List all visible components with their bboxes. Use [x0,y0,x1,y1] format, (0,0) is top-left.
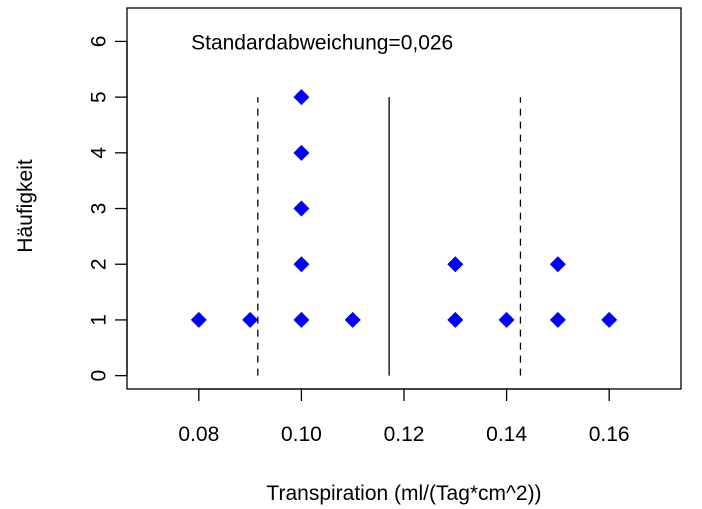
data-point [549,256,566,273]
x-tick-label: 0.14 [486,423,527,446]
data-points [190,89,618,328]
y-tick-label: 5 [88,91,111,103]
data-point [601,311,618,328]
y-tick-label: 2 [88,258,111,270]
x-tick-label: 0.08 [178,423,219,446]
data-point [242,311,259,328]
x-axis-label: Transpiration (ml/(Tag*cm^2)) [266,482,541,505]
data-point [344,311,361,328]
x-axis: 0.08 0.10 0.12 0.14 0.16 [178,388,630,446]
data-point [293,311,310,328]
y-tick-label: 0 [88,370,111,382]
data-point [190,311,207,328]
y-tick-label: 6 [88,36,111,48]
y-axis-label: Häufigkeit [14,159,37,253]
y-tick-label: 3 [88,203,111,215]
data-point [549,311,566,328]
data-point [293,144,310,161]
plot-frame [126,7,682,390]
y-tick-label: 4 [88,147,111,159]
x-tick-label: 0.10 [281,423,322,446]
data-point [293,89,310,106]
std-dev-annotation: Standardabweichung=0,026 [191,31,453,54]
x-tick-label: 0.16 [589,423,630,446]
data-point [293,200,310,217]
data-point [447,256,464,273]
y-axis: 0 1 2 3 4 5 6 [88,36,128,382]
data-point [498,311,515,328]
data-point [293,256,310,273]
data-point [447,311,464,328]
x-tick-label: 0.12 [384,423,425,446]
y-tick-label: 1 [88,314,111,326]
